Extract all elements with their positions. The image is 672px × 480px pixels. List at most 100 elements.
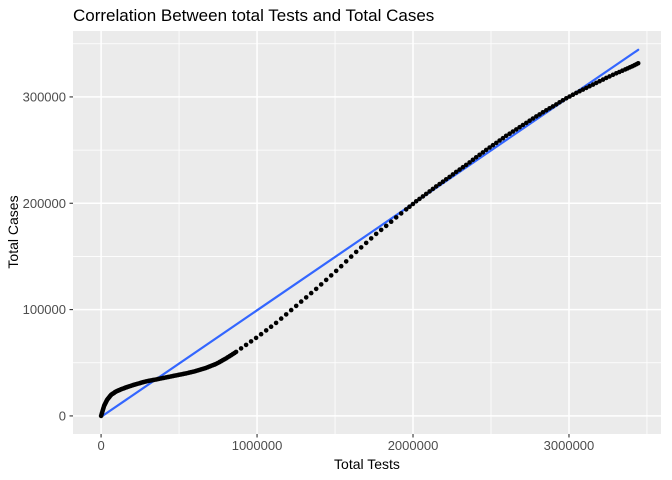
data-point (393, 215, 399, 220)
data-point (248, 339, 254, 344)
data-point (238, 346, 244, 351)
x-tick-label: 2000000 (388, 438, 439, 453)
data-point (514, 127, 519, 132)
minor-gridlines (73, 31, 661, 434)
data-point (440, 179, 446, 184)
data-point (463, 162, 469, 168)
y-axis-title: Total Cases (5, 195, 21, 268)
data-point (480, 150, 486, 155)
data-point (517, 124, 522, 130)
y-tick-label: 200000 (23, 196, 66, 211)
data-point (403, 207, 409, 212)
axis-tick-marks (69, 96, 570, 438)
data-point (570, 92, 576, 97)
data-point (263, 328, 269, 333)
data-point (278, 316, 284, 321)
data-point (427, 189, 432, 194)
data-point (433, 184, 439, 189)
data-point (388, 219, 394, 224)
data-point (550, 104, 556, 109)
data-point (313, 286, 319, 292)
regression-line-layer (99, 48, 640, 418)
data-point (554, 102, 559, 107)
data-point (557, 100, 562, 105)
x-axis-title: Total Tests (334, 456, 400, 472)
data-point (527, 118, 532, 123)
data-point (417, 196, 422, 202)
data-point (343, 259, 349, 264)
x-axis-tick-labels: 0 1000000 2000000 3000000 (97, 438, 594, 453)
data-point (540, 110, 546, 115)
data-point (500, 135, 506, 141)
data-point (447, 174, 452, 180)
data-point (544, 108, 549, 113)
data-point (497, 138, 502, 143)
data-point (534, 114, 539, 119)
data-point (423, 191, 429, 197)
data-point (303, 295, 309, 300)
data-point (348, 254, 354, 259)
data-point (560, 98, 566, 103)
data-point (358, 245, 364, 250)
data-point (333, 268, 339, 274)
data-point (487, 145, 492, 150)
data-point (268, 324, 274, 330)
data-point (318, 282, 324, 287)
data-point (477, 152, 482, 158)
x-tick-label: 1000000 (232, 438, 283, 453)
data-point (635, 61, 641, 66)
data-point (467, 160, 472, 165)
x-tick-label: 3000000 (544, 438, 595, 453)
data-point (383, 223, 389, 229)
data-point (338, 263, 344, 269)
data-point (503, 133, 509, 139)
data-point (510, 129, 516, 134)
data-point (398, 211, 404, 216)
plot-panel (73, 31, 661, 434)
scatter-points-layer (98, 61, 641, 419)
data-point (473, 155, 479, 160)
data-point (258, 331, 264, 337)
data-point (368, 236, 374, 241)
data-point (457, 167, 462, 172)
y-tick-label: 100000 (23, 302, 66, 317)
data-point (453, 169, 459, 175)
data-point (460, 164, 466, 170)
data-point (410, 201, 416, 207)
data-point (323, 277, 329, 283)
data-point (420, 194, 426, 199)
data-point (580, 87, 586, 92)
data-point (243, 342, 249, 348)
data-point (430, 186, 436, 192)
data-point (413, 199, 419, 204)
data-point (490, 142, 496, 148)
data-point (483, 147, 489, 153)
y-tick-label: 300000 (23, 89, 66, 104)
y-tick-label: 0 (59, 408, 66, 423)
data-point (530, 116, 536, 121)
data-point (437, 181, 442, 187)
data-point (233, 349, 239, 355)
data-point (363, 240, 369, 246)
x-tick-label: 0 (97, 438, 104, 453)
data-point (288, 307, 294, 313)
data-point (443, 177, 449, 182)
data-point (494, 140, 499, 146)
data-point (378, 227, 384, 233)
data-point (470, 157, 476, 163)
data-point (308, 290, 314, 296)
data-point (507, 131, 512, 136)
data-point (328, 273, 334, 278)
data-point (253, 335, 259, 341)
data-point (450, 172, 456, 177)
data-point (298, 299, 304, 304)
data-point (293, 303, 299, 309)
data-point (373, 231, 379, 237)
data-point (537, 112, 542, 117)
data-point (520, 122, 526, 128)
regression-line (99, 48, 640, 418)
data-point (353, 249, 359, 255)
y-axis-tick-labels: 0 100000 200000 300000 (23, 89, 66, 423)
